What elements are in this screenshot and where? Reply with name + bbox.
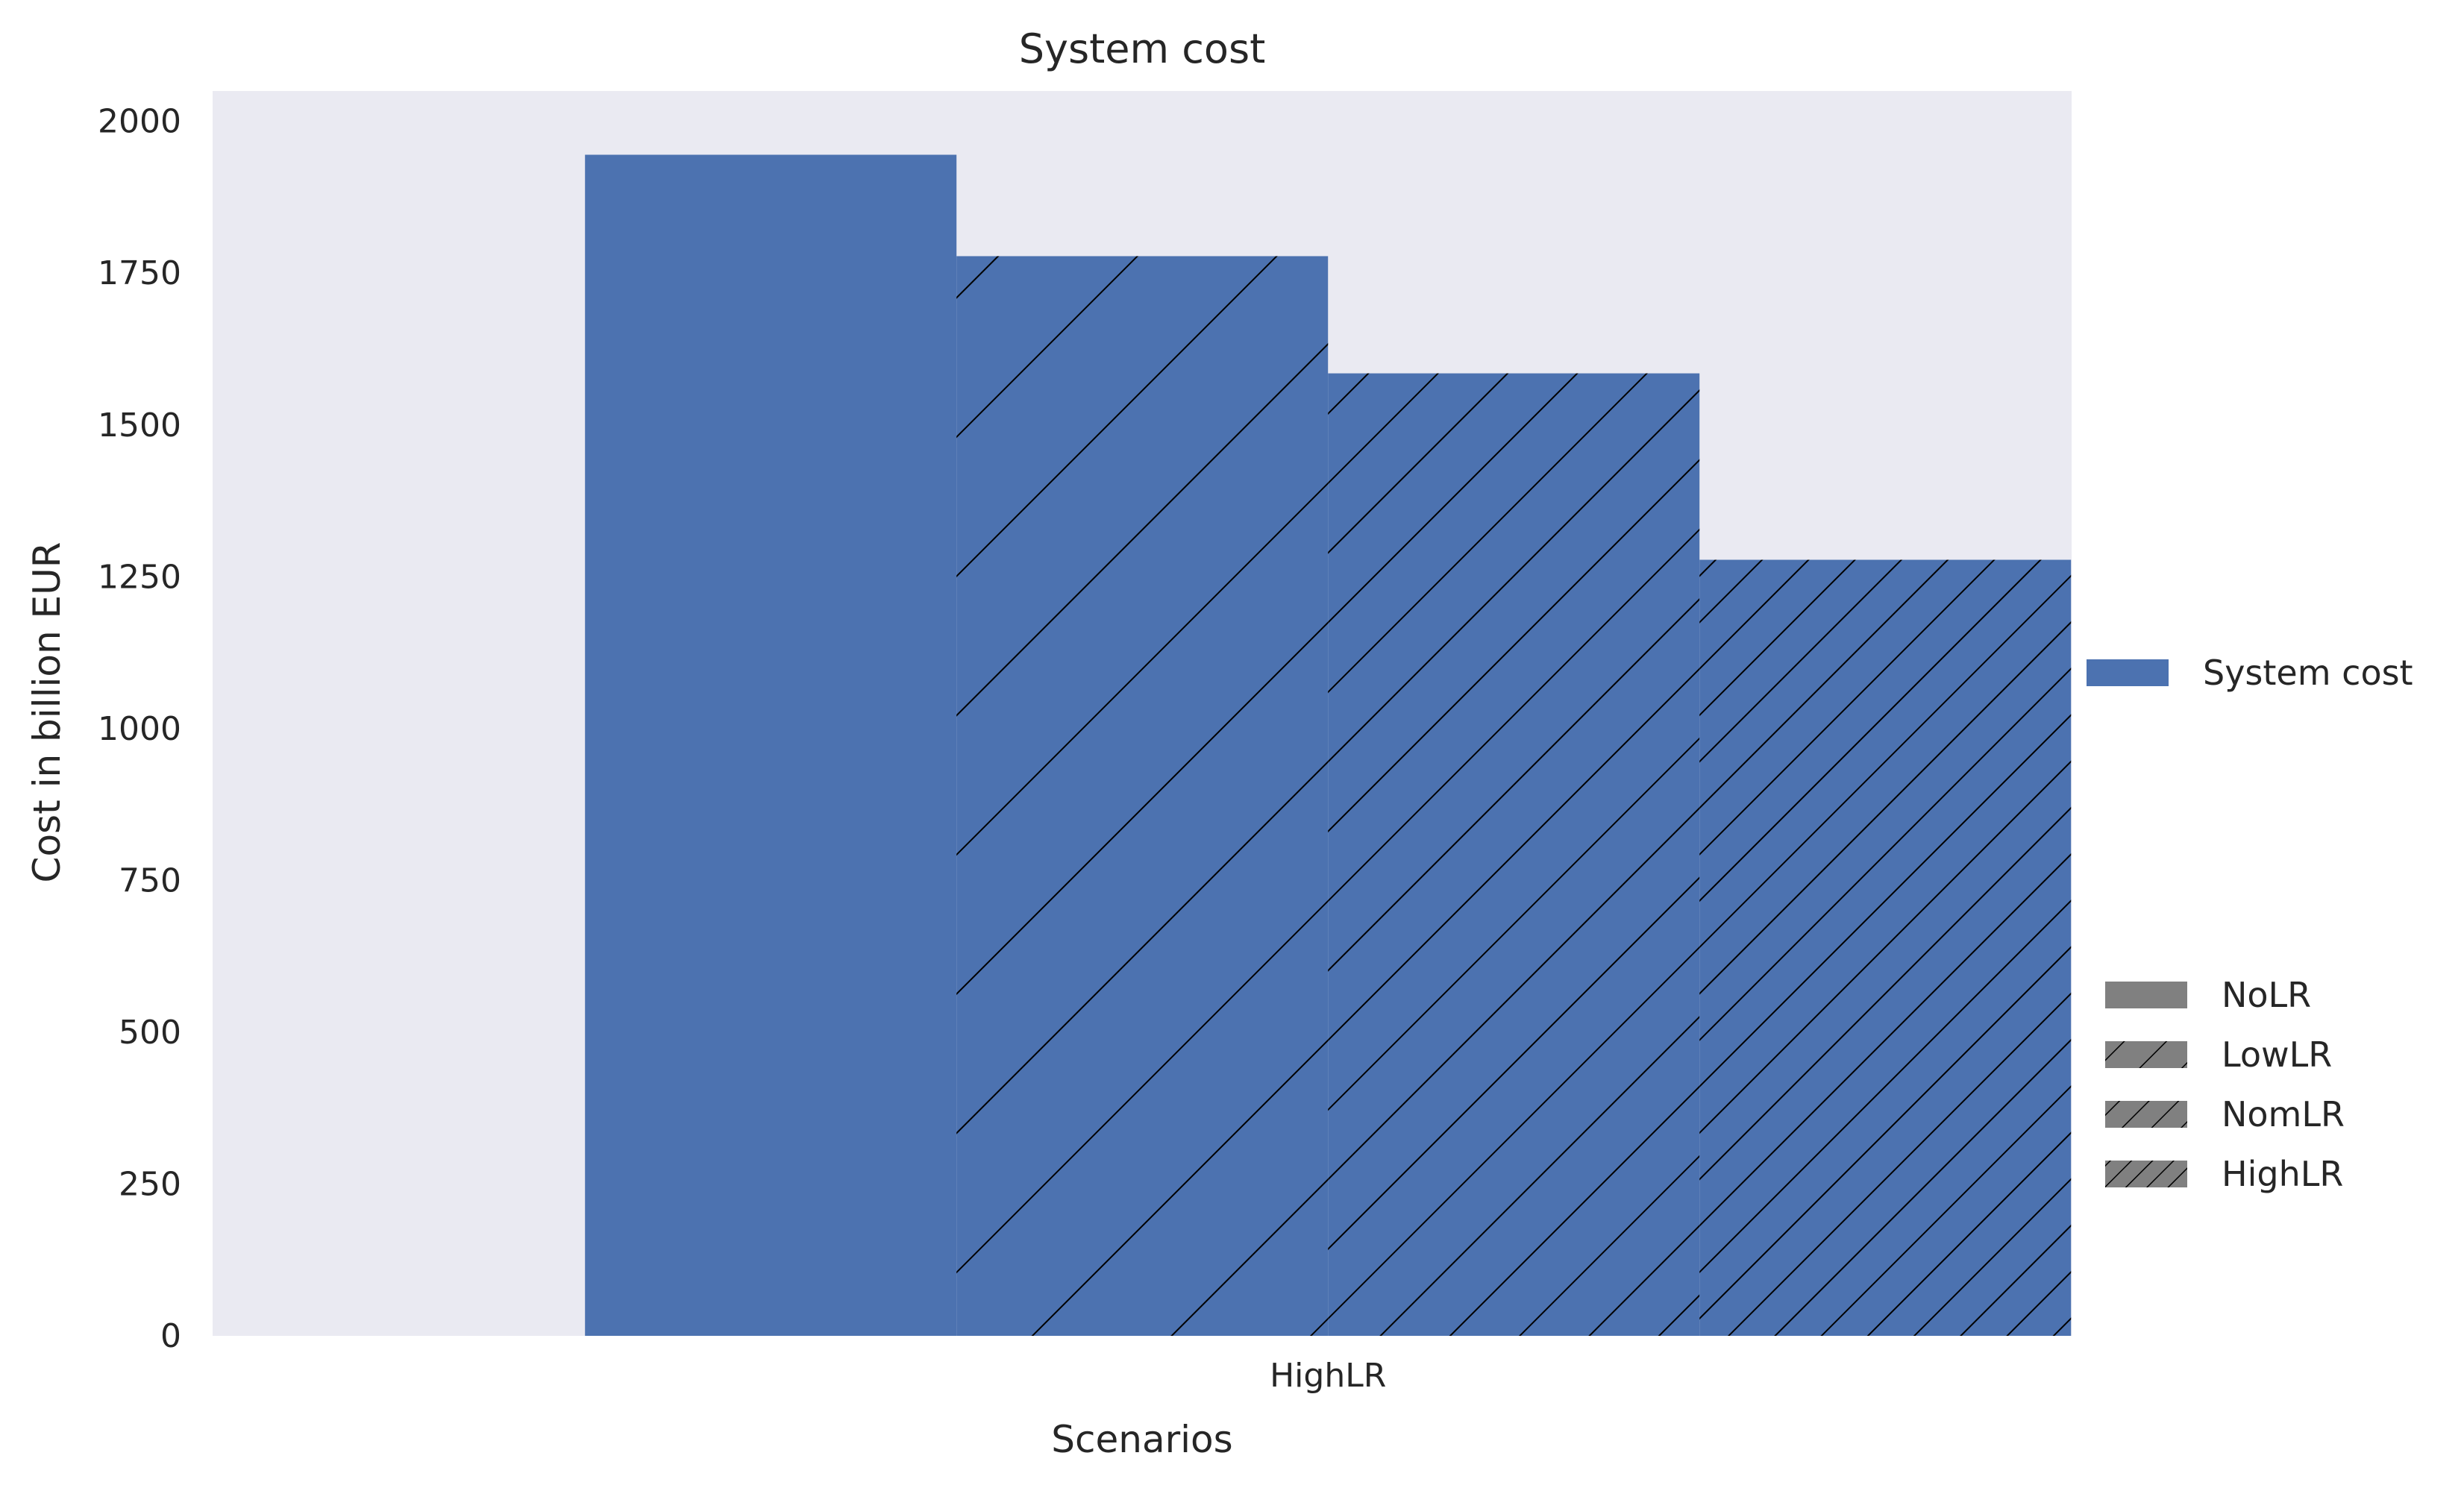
- bar-hatch-nomlr: [1328, 373, 1700, 1337]
- x-axis-label: Scenarios: [1051, 1418, 1232, 1461]
- hatch-legend-label-highlr: HighLR: [2222, 1154, 2343, 1194]
- color-legend: System cost: [2087, 653, 2413, 693]
- y-tick-label: 1250: [98, 558, 181, 596]
- y-tick-label: 1500: [98, 406, 181, 445]
- bar-hatch-highlr: [1699, 559, 2072, 1336]
- y-tick-label: 1000: [98, 710, 181, 748]
- chart-title: System cost: [1019, 25, 1266, 72]
- hatch-legend-pattern-highlr: [2105, 1161, 2187, 1187]
- y-tick-label: 2000: [98, 103, 181, 141]
- y-axis-label: Cost in billion EUR: [25, 542, 69, 883]
- y-axis-ticks: 0 250 500 750 1000 1250 1500 1750 2000: [98, 103, 181, 1355]
- x-axis-ticks: HighLR: [1270, 1357, 1386, 1395]
- hatch-legend-label-nomlr: NomLR: [2222, 1094, 2345, 1134]
- bar-nolr: [585, 154, 957, 1337]
- hatch-legend-label-lowlr: LowLR: [2222, 1035, 2332, 1075]
- x-tick-label: HighLR: [1270, 1357, 1386, 1395]
- hatch-legend-swatch-nolr: [2105, 982, 2187, 1008]
- legend-swatch-system-cost: [2087, 659, 2169, 686]
- y-tick-label: 500: [119, 1014, 181, 1052]
- y-tick-label: 0: [160, 1317, 181, 1355]
- y-tick-label: 750: [119, 861, 181, 900]
- bar-hatch-lowlr: [956, 256, 1329, 1337]
- bars-group: [585, 154, 2072, 1337]
- hatch-legend: NoLR LowLR NomLR HighLR: [2105, 975, 2345, 1194]
- y-tick-label: 1750: [98, 254, 181, 292]
- hatch-legend-pattern-lowlr: [2105, 1041, 2187, 1068]
- hatch-legend-pattern-nomlr: [2105, 1101, 2187, 1128]
- hatch-legend-label-nolr: NoLR: [2222, 975, 2311, 1015]
- y-tick-label: 250: [119, 1165, 181, 1203]
- legend-label-system-cost: System cost: [2203, 653, 2413, 693]
